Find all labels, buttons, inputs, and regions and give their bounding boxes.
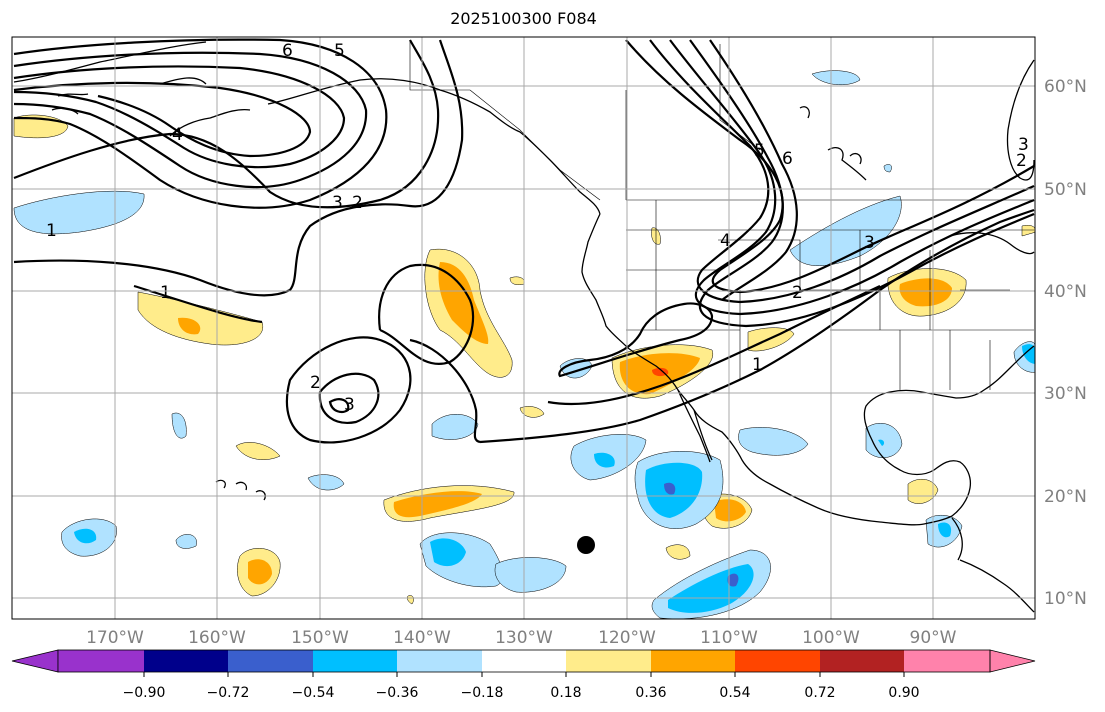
contour-label: 6	[782, 149, 793, 169]
longitude-labels: 170°W 160°W 150°W 140°W 130°W 120°W 110°…	[86, 628, 957, 648]
contour-label: 1	[160, 283, 171, 303]
colorbar-segment	[144, 650, 228, 672]
lat-label: 30°N	[1044, 384, 1087, 404]
contour-labels: 6 5 4 3 2 1 1 2 3 2 3 4 5 6 1 2 3	[46, 41, 1029, 415]
colorbar-tick-label: −0.36	[376, 685, 419, 701]
lon-label: 120°W	[598, 628, 656, 648]
colorbar-segment	[566, 650, 651, 672]
contour-label: 5	[754, 141, 765, 161]
lat-label: 10°N	[1044, 589, 1087, 609]
colorbar-tick-label: 0.54	[719, 685, 750, 701]
contour-label: 2	[352, 193, 363, 213]
contour-label: 2	[310, 373, 321, 393]
contour-label: 1	[752, 355, 763, 375]
colorbar-segment	[651, 650, 735, 672]
map-frame	[11, 36, 1036, 620]
location-marker-dot	[577, 536, 595, 554]
colorbar-tick-label: 0.18	[550, 685, 581, 701]
lat-label: 40°N	[1044, 282, 1087, 302]
lon-label: 170°W	[86, 628, 144, 648]
contour-label: 2	[1016, 151, 1027, 171]
colorbar-tick-label: −0.18	[461, 685, 504, 701]
height-contours	[13, 38, 1035, 444]
contour-label: 3	[864, 233, 875, 253]
contour-label: 5	[334, 41, 345, 61]
lon-label: 90°W	[910, 628, 957, 648]
latitude-labels: 60°N 50°N 40°N 30°N 20°N 10°N	[1044, 77, 1087, 609]
lon-label: 130°W	[495, 628, 553, 648]
lat-label: 20°N	[1044, 487, 1087, 507]
colorbar-tick-label: −0.90	[123, 685, 166, 701]
map-title: 2025100300 F084	[450, 9, 597, 28]
coastlines	[13, 40, 1035, 613]
colorbar-extend-low	[11, 649, 59, 673]
contour-label: 3	[1018, 135, 1029, 155]
colorbar-segment	[820, 650, 904, 672]
colorbar-segment	[228, 650, 313, 672]
colorbar-segment	[313, 650, 397, 672]
colorbar-tick-label: −0.54	[292, 685, 335, 701]
lon-label: 140°W	[393, 628, 451, 648]
colorbar: −0.90 −0.72 −0.54 −0.36 −0.18 0.18 0.36 …	[11, 649, 1036, 701]
colorbar-segment	[397, 650, 482, 672]
lon-label: 160°W	[188, 628, 246, 648]
contour-label: 3	[344, 395, 355, 415]
anomaly-shading	[13, 70, 1035, 619]
colorbar-tick-label: 0.90	[888, 685, 919, 701]
lon-label: 110°W	[700, 628, 758, 648]
contour-label: 4	[172, 125, 183, 145]
colorbar-tick-label: 0.36	[635, 685, 666, 701]
contour-label: 1	[46, 221, 57, 241]
contour-label: 4	[720, 231, 731, 251]
lon-label: 150°W	[291, 628, 349, 648]
graticule	[12, 37, 1035, 619]
colorbar-tick-label: −0.72	[207, 685, 250, 701]
lon-label: 100°W	[802, 628, 860, 648]
lat-label: 50°N	[1044, 180, 1087, 200]
colorbar-segment	[482, 650, 566, 672]
contour-label: 3	[332, 193, 343, 213]
colorbar-segment	[58, 650, 144, 672]
colorbar-tick-label: 0.72	[804, 685, 835, 701]
colorbar-extend-high	[989, 649, 1036, 673]
contour-label: 6	[282, 41, 293, 61]
colorbar-segment	[904, 650, 990, 672]
lat-label: 60°N	[1044, 77, 1087, 97]
colorbar-segment	[735, 650, 820, 672]
contour-label: 2	[792, 283, 803, 303]
